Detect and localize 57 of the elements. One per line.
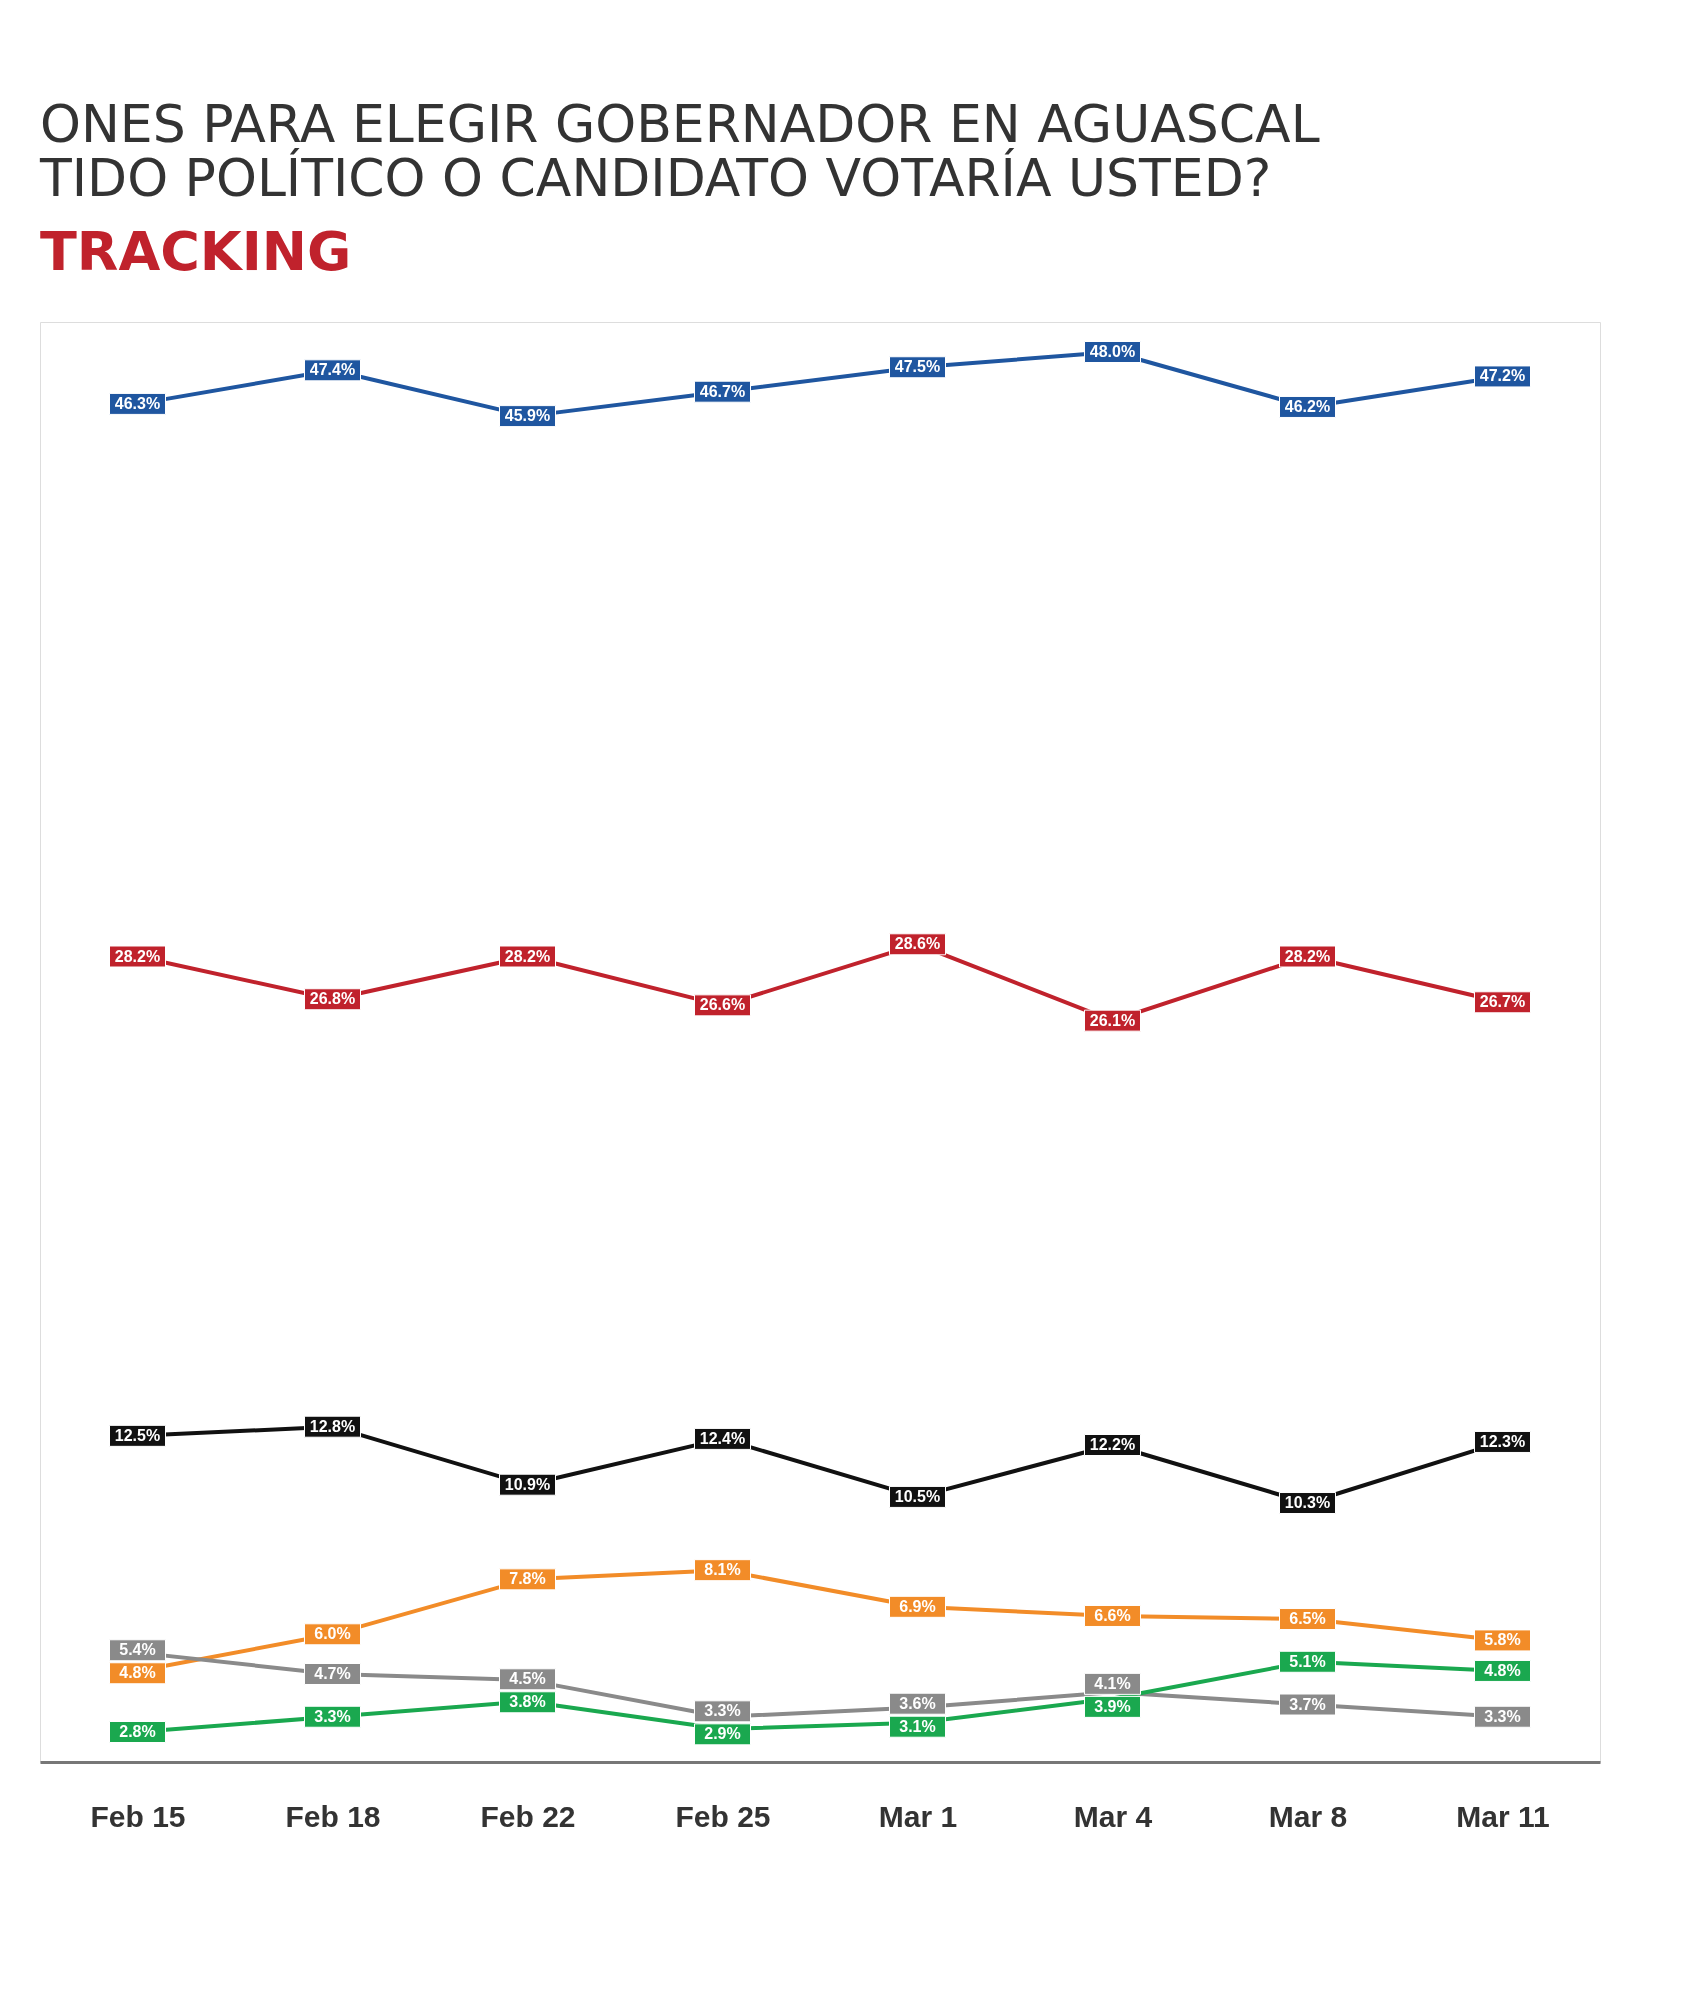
x-tick-label: Mar 1 — [878, 1799, 958, 1833]
data-label: 10.3% — [1284, 1494, 1331, 1512]
x-tick-label: Mar 8 — [1268, 1799, 1348, 1833]
data-label: 4.8% — [119, 1664, 156, 1682]
data-label: 46.7% — [699, 382, 746, 400]
data-label: 3.3% — [704, 1702, 741, 1720]
data-label: 6.0% — [314, 1625, 351, 1643]
x-tick-label: Mar 4 — [1073, 1799, 1153, 1833]
x-tick-label: Feb 25 — [675, 1799, 771, 1833]
data-label: 3.1% — [899, 1717, 936, 1735]
data-label: 12.3% — [1479, 1432, 1526, 1450]
data-label: 26.1% — [1089, 1011, 1136, 1029]
data-label: 3.3% — [1484, 1707, 1521, 1725]
x-tick-label: Feb 18 — [285, 1799, 381, 1833]
data-label: 3.9% — [1094, 1697, 1131, 1715]
data-label: 3.8% — [509, 1693, 546, 1711]
data-label: 12.8% — [309, 1417, 356, 1435]
data-label: 2.9% — [704, 1725, 741, 1743]
data-label: 48.0% — [1089, 343, 1136, 360]
x-tick-label: Feb 15 — [90, 1799, 186, 1833]
data-label: 26.6% — [699, 996, 746, 1014]
data-label: 12.2% — [1089, 1436, 1136, 1454]
data-label: 12.4% — [699, 1429, 746, 1447]
data-label: 10.5% — [894, 1487, 941, 1505]
data-label: 45.9% — [504, 407, 551, 425]
data-label: 46.3% — [114, 394, 161, 412]
data-label: 8.1% — [704, 1561, 741, 1579]
data-label: 3.7% — [1289, 1695, 1326, 1713]
data-label: 28.2% — [1284, 947, 1331, 965]
x-tick-label: Mar 11 — [1456, 1799, 1550, 1833]
data-label: 26.8% — [309, 990, 356, 1008]
data-label: 28.2% — [504, 947, 551, 965]
data-label: 3.6% — [899, 1694, 936, 1712]
data-label: 12.5% — [114, 1426, 161, 1444]
chart-subtitle: TRACKING — [40, 220, 352, 283]
data-label: 47.5% — [894, 358, 941, 376]
data-label: 26.7% — [1479, 993, 1526, 1011]
data-label: 4.1% — [1094, 1674, 1131, 1692]
data-label: 7.8% — [509, 1570, 546, 1588]
data-label: 6.6% — [1094, 1606, 1131, 1624]
data-label: 47.2% — [1479, 367, 1526, 385]
data-label: 3.3% — [314, 1707, 351, 1725]
data-label: 4.5% — [509, 1670, 546, 1688]
data-label: 6.5% — [1289, 1610, 1326, 1628]
x-tick-label: Feb 22 — [480, 1799, 576, 1833]
data-label: 2.8% — [119, 1723, 156, 1740]
data-label: 46.2% — [1284, 397, 1331, 415]
data-label: 5.4% — [119, 1641, 156, 1659]
data-label: 4.7% — [314, 1664, 351, 1682]
data-label: 5.8% — [1484, 1631, 1521, 1649]
data-label: 28.6% — [894, 935, 941, 953]
data-label: 5.1% — [1289, 1652, 1326, 1670]
data-label: 47.4% — [309, 361, 356, 379]
data-label: 6.9% — [899, 1597, 936, 1615]
data-label: 4.8% — [1484, 1661, 1521, 1679]
data-label: 10.9% — [504, 1475, 551, 1493]
data-label: 28.2% — [114, 947, 161, 965]
